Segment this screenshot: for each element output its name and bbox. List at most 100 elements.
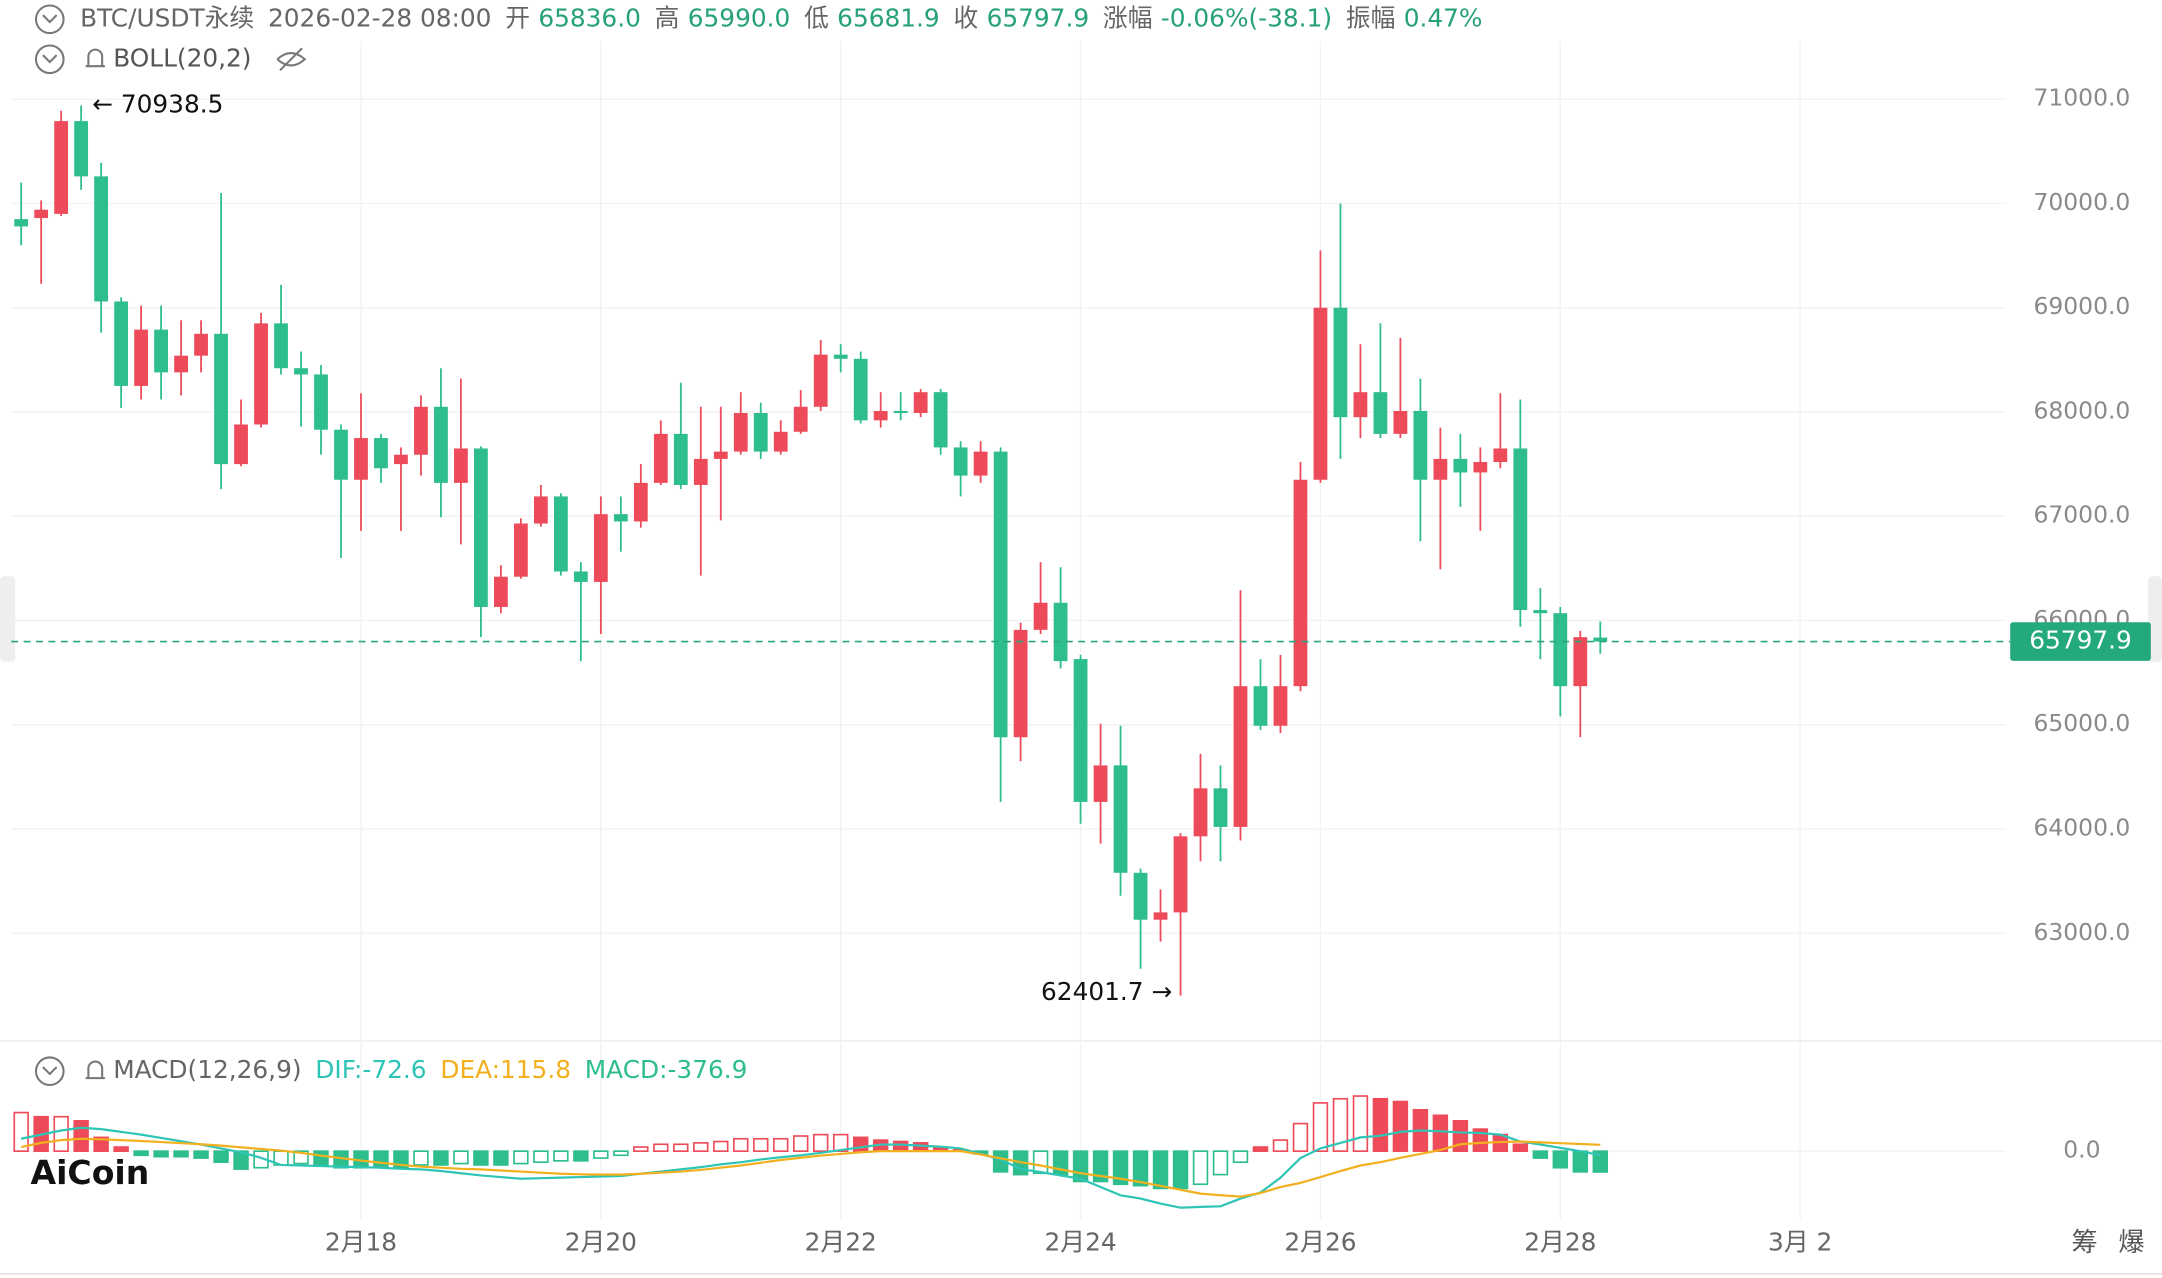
macd-bar	[1512, 1143, 1529, 1152]
macd-bar	[912, 1142, 929, 1152]
quote-value: -0.06%(-38.1)	[1161, 3, 1332, 32]
candle-body	[513, 523, 528, 577]
macd-bar	[1112, 1150, 1129, 1186]
quote-label: 低	[804, 3, 829, 32]
macd-line	[20, 1137, 1601, 1198]
candle-body	[1373, 392, 1388, 434]
plot	[11, 105, 2011, 1209]
candle-body	[114, 301, 129, 386]
time: 2026-02-28 08:00	[268, 3, 491, 32]
candle-body	[533, 496, 548, 524]
arrow: →	[1144, 977, 1173, 1006]
right-tab[interactable]	[2148, 576, 2162, 662]
chevron	[42, 54, 58, 64]
macd-bar	[1432, 1114, 1449, 1152]
indicator-label: BOLL(20,2)	[113, 43, 251, 72]
macd-bar	[852, 1136, 869, 1152]
candle-body	[713, 451, 728, 459]
macd-bar	[13, 1111, 29, 1152]
logo: AiCoin	[30, 1153, 149, 1192]
candle-body	[34, 209, 49, 219]
candle-body	[773, 431, 788, 452]
macd-bar	[193, 1150, 209, 1159]
quote-value: 65797.9	[987, 3, 1090, 32]
header: BTC/USDT永续 2026-02-28 08:00 开 65836.0 高 65990…	[80, 3, 1482, 32]
macd-bar	[313, 1150, 329, 1166]
candle-body	[1053, 602, 1068, 662]
candle-body	[793, 406, 808, 432]
candle-body	[334, 429, 348, 480]
bell-icon[interactable]	[85, 1060, 105, 1080]
candle-body	[1513, 448, 1528, 611]
candle-body	[1233, 686, 1248, 827]
candle-body	[593, 514, 608, 582]
macd-bar	[1392, 1100, 1409, 1152]
macd-bar	[413, 1150, 429, 1166]
candle-body	[1453, 458, 1468, 473]
candle-body	[1093, 765, 1108, 802]
legend-entry: DEA:115.8	[440, 1055, 571, 1084]
collapse-icon[interactable]	[34, 1056, 65, 1087]
side-label[interactable]: 筹	[2072, 1228, 2098, 1258]
side-label[interactable]: 爆	[2118, 1228, 2144, 1258]
candle-body	[1413, 410, 1428, 480]
y-tick-label: 67000.0	[2033, 501, 2130, 529]
macd-bar	[1572, 1150, 1589, 1173]
quote-label: 收	[953, 3, 978, 32]
macd-bar	[1132, 1150, 1149, 1187]
grid	[11, 41, 2007, 1221]
macd-bar	[73, 1120, 89, 1152]
candle-body	[973, 451, 988, 476]
x-tick-label: 3月 2	[1768, 1228, 1832, 1257]
macd-bar	[1252, 1146, 1269, 1152]
macd-bar	[133, 1150, 149, 1157]
macd-bar	[1032, 1150, 1049, 1175]
y-tick-label: 69000.0	[2033, 292, 2130, 320]
left-tab[interactable]	[0, 576, 16, 662]
x-tick-label: 2月24	[1045, 1228, 1117, 1257]
quote-value: 65681.9	[837, 3, 940, 32]
macd-bar	[1352, 1095, 1369, 1152]
candle-body	[234, 424, 248, 465]
candle-body	[494, 576, 508, 607]
macd-bar	[892, 1140, 909, 1152]
candle-body	[1393, 410, 1408, 434]
bell-icon[interactable]	[85, 48, 105, 68]
last-price-label: 65797.9	[2029, 626, 2132, 655]
candle-body	[633, 482, 648, 522]
chevron	[42, 14, 58, 24]
macd-bar	[713, 1140, 729, 1152]
macd-bar	[533, 1150, 549, 1164]
min-value: 62401.7	[1041, 977, 1144, 1006]
quote-value: 65836.0	[538, 3, 641, 32]
macd-bar	[1212, 1150, 1229, 1176]
candle-body	[853, 358, 868, 421]
candle-body	[1033, 602, 1048, 630]
macd-bar	[1332, 1097, 1349, 1152]
macd-bar	[633, 1146, 649, 1152]
candle-body	[813, 354, 828, 407]
eye-icon[interactable]	[276, 47, 307, 72]
collapse-icon[interactable]	[34, 4, 65, 35]
macd-bar	[113, 1146, 129, 1152]
macd-bar	[1532, 1150, 1549, 1159]
candle-body	[374, 438, 388, 469]
macd-bar	[433, 1150, 449, 1166]
candle-body	[933, 392, 948, 448]
candle-body	[454, 448, 468, 483]
candle-body	[1533, 610, 1548, 614]
y-tick-label: 64000.0	[2033, 814, 2130, 842]
candle-body	[1573, 637, 1588, 687]
candle-body	[693, 458, 708, 485]
candle-body	[553, 496, 568, 572]
candle-body	[1553, 613, 1568, 687]
macd-bar	[1552, 1150, 1569, 1169]
candle-body	[194, 333, 208, 356]
macd-bar	[593, 1150, 609, 1159]
candle-body	[1113, 765, 1128, 873]
candle-body	[1073, 659, 1088, 802]
candle-body	[294, 368, 308, 375]
macd-bar	[1292, 1122, 1309, 1152]
collapse-icon[interactable]	[34, 44, 65, 75]
candle-body	[613, 514, 628, 522]
